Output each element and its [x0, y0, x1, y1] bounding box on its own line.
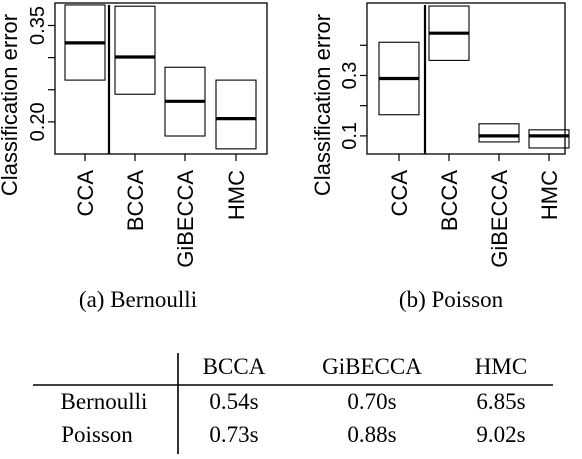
table-cell: 0.88s — [347, 422, 396, 447]
x-tick-label: GiBECCA — [173, 170, 198, 268]
box-hmc — [528, 129, 570, 149]
box-hmc — [215, 79, 257, 150]
table-header-bcca: BCCA — [203, 354, 266, 379]
table-cell: 0.73s — [209, 422, 258, 447]
table-cell: 9.02s — [476, 422, 525, 447]
y-axis-label: Classification error — [0, 14, 22, 196]
y-tick-label: 0.1 — [339, 122, 361, 150]
plot-frame — [54, 2, 268, 155]
table-header-hmc: HMC — [475, 354, 527, 379]
x-tick-label: BCCA — [123, 170, 148, 231]
table-cell: 6.85s — [476, 389, 525, 414]
chart-panel-poisson: Classification error (b) Poisson 0.1 0.3 C… — [310, 2, 570, 312]
timing-table: BCCA GiBECCA HMC Bernoulli 0.54s 0.70s 6… — [33, 353, 553, 454]
y-tick-label: 0.35 — [27, 6, 49, 45]
plot-frame — [366, 2, 566, 155]
panel-caption: (a) Bernoulli — [79, 287, 197, 312]
x-tick-label: CCA — [387, 170, 412, 217]
y-axis-label: Classification error — [310, 14, 335, 196]
chart-panel-bernoulli: Classification error (a) Bernoulli 0.20 0… — [0, 2, 268, 312]
table-row-label: Bernoulli — [61, 389, 148, 414]
x-tick-label: HMC — [224, 170, 249, 220]
y-tick-label: 0.20 — [27, 102, 49, 141]
box-gibecca — [478, 123, 520, 143]
table-header-gibecca: GiBECCA — [322, 354, 422, 379]
x-tick-label: GiBECCA — [487, 170, 512, 268]
table-row-label: Poisson — [61, 422, 133, 447]
x-tick-label: HMC — [537, 170, 562, 220]
table-cell: 0.54s — [209, 389, 258, 414]
table-cell: 0.70s — [347, 389, 396, 414]
box-bcca — [114, 5, 156, 95]
y-tick-label: 0.3 — [339, 62, 361, 90]
x-tick-label: BCCA — [437, 170, 462, 231]
panel-caption: (b) Poisson — [399, 287, 504, 312]
x-tick-label: CCA — [73, 170, 98, 217]
